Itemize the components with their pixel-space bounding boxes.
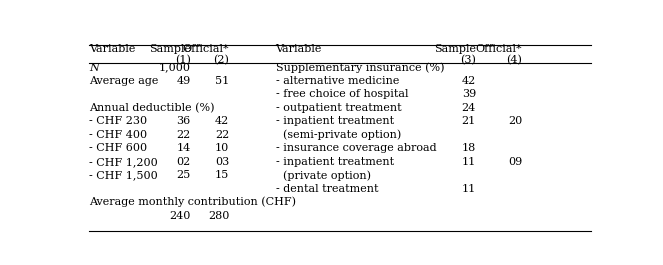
Text: (private option): (private option) xyxy=(276,170,371,180)
Text: 10: 10 xyxy=(215,143,229,153)
Text: 39: 39 xyxy=(461,90,476,99)
Text: (3): (3) xyxy=(460,55,476,65)
Text: Official*: Official* xyxy=(183,44,229,54)
Text: 22: 22 xyxy=(215,130,229,140)
Text: Sample: Sample xyxy=(149,44,191,54)
Text: - dental treatment: - dental treatment xyxy=(276,184,378,194)
Text: 20: 20 xyxy=(508,116,522,126)
Text: Sample: Sample xyxy=(434,44,476,54)
Text: 42: 42 xyxy=(215,116,229,126)
Text: 14: 14 xyxy=(176,143,191,153)
Text: - inpatient treatment: - inpatient treatment xyxy=(276,157,394,167)
Text: - insurance coverage abroad: - insurance coverage abroad xyxy=(276,143,436,153)
Text: 1,000: 1,000 xyxy=(158,63,191,73)
Text: 24: 24 xyxy=(461,103,476,113)
Text: 51: 51 xyxy=(215,76,229,86)
Text: Average monthly contribution (CHF): Average monthly contribution (CHF) xyxy=(89,197,296,207)
Text: 02: 02 xyxy=(176,157,191,167)
Text: Official*: Official* xyxy=(475,44,522,54)
Text: - free choice of hospital: - free choice of hospital xyxy=(276,90,408,99)
Text: (semi-private option): (semi-private option) xyxy=(276,130,401,140)
Text: 11: 11 xyxy=(461,184,476,194)
Text: (2): (2) xyxy=(213,55,229,65)
Text: 49: 49 xyxy=(176,76,191,86)
Text: - CHF 1,500: - CHF 1,500 xyxy=(89,170,158,180)
Text: 18: 18 xyxy=(461,143,476,153)
Text: - CHF 600: - CHF 600 xyxy=(89,143,147,153)
Text: - alternative medicine: - alternative medicine xyxy=(276,76,399,86)
Text: 21: 21 xyxy=(461,116,476,126)
Text: 22: 22 xyxy=(176,130,191,140)
Text: - CHF 1,200: - CHF 1,200 xyxy=(89,157,158,167)
Text: 03: 03 xyxy=(215,157,229,167)
Text: (4): (4) xyxy=(507,55,522,65)
Text: (1): (1) xyxy=(175,55,191,65)
Text: - CHF 400: - CHF 400 xyxy=(89,130,147,140)
Text: 15: 15 xyxy=(215,170,229,180)
Text: Supplementary insurance (%): Supplementary insurance (%) xyxy=(276,62,444,73)
Text: 36: 36 xyxy=(176,116,191,126)
Text: - inpatient treatment: - inpatient treatment xyxy=(276,116,394,126)
Text: 280: 280 xyxy=(208,211,229,221)
Text: - outpatient treatment: - outpatient treatment xyxy=(276,103,401,113)
Text: 11: 11 xyxy=(461,157,476,167)
Text: Variable: Variable xyxy=(276,44,322,54)
Text: Variable: Variable xyxy=(89,44,135,54)
Text: - CHF 230: - CHF 230 xyxy=(89,116,147,126)
Text: N: N xyxy=(89,63,99,73)
Text: 09: 09 xyxy=(508,157,522,167)
Text: 240: 240 xyxy=(170,211,191,221)
Text: Average age: Average age xyxy=(89,76,158,86)
Text: 25: 25 xyxy=(176,170,191,180)
Text: Annual deductible (%): Annual deductible (%) xyxy=(89,103,215,113)
Text: 42: 42 xyxy=(461,76,476,86)
